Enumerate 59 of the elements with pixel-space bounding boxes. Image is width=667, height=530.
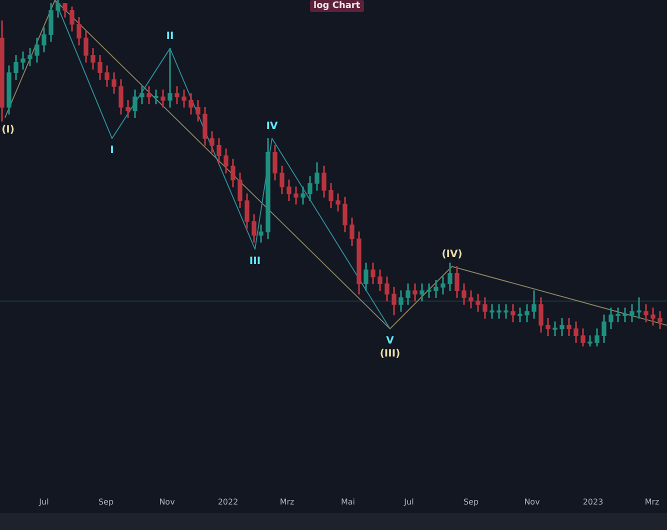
candlestick xyxy=(28,48,32,66)
candlestick xyxy=(300,186,306,205)
candlestick xyxy=(258,224,264,243)
candlestick xyxy=(524,304,530,322)
x-tick-label: Nov xyxy=(524,497,540,506)
candlestick xyxy=(440,276,446,294)
candlestick xyxy=(510,304,516,322)
candlestick xyxy=(168,48,172,108)
annotation: III xyxy=(249,256,261,267)
x-tick-label: 2023 xyxy=(582,497,604,506)
candlestick xyxy=(154,90,158,104)
candlestick xyxy=(622,308,628,322)
candlestick xyxy=(644,304,648,322)
candlestick xyxy=(174,86,180,104)
annotation: (III) xyxy=(380,348,400,360)
candlestick xyxy=(476,294,480,312)
candlestick xyxy=(518,308,522,322)
x-tick-label: Mrz xyxy=(644,497,660,506)
x-tick-label: Mai xyxy=(340,497,356,506)
candlestick xyxy=(630,304,634,322)
candlestick xyxy=(546,318,550,336)
candlestick xyxy=(412,283,418,302)
candlestick xyxy=(490,304,494,319)
candlestick xyxy=(504,304,508,319)
candlestick xyxy=(496,304,502,319)
candlestick xyxy=(588,335,592,346)
x-tick-label: Sep xyxy=(98,497,114,506)
candlestick xyxy=(126,100,130,118)
x-tick-label: Sep xyxy=(463,497,479,506)
candlestick xyxy=(636,297,642,319)
candlestick xyxy=(566,318,572,336)
candlestick xyxy=(160,90,166,108)
candlestick xyxy=(420,283,424,302)
candlestick xyxy=(146,86,152,104)
candlestick xyxy=(560,318,564,336)
x-tick-label: Mrz xyxy=(280,497,294,506)
x-tick-label: Jul xyxy=(38,497,49,506)
candlestick xyxy=(140,86,144,104)
x-tick-label: Nov xyxy=(159,497,176,506)
candlestick xyxy=(182,90,186,108)
candlestick xyxy=(616,308,620,322)
candlestick xyxy=(658,311,662,330)
x-tick-label: 2022 xyxy=(218,497,238,506)
annotation: (IV) xyxy=(442,249,462,260)
annotation: I xyxy=(110,145,114,156)
annotation: (I) xyxy=(2,124,14,136)
annotation: II xyxy=(166,31,174,42)
candlestick xyxy=(552,322,558,336)
annotation: V xyxy=(386,335,394,346)
chart-title: log Chart xyxy=(310,0,364,12)
candlestick xyxy=(426,283,432,298)
candlestick xyxy=(434,280,438,298)
candlestick xyxy=(468,290,474,308)
candlestick xyxy=(294,186,298,205)
candlestick xyxy=(650,308,656,326)
candlestick xyxy=(336,193,340,212)
x-tick-label: Jul xyxy=(403,497,414,506)
candlestick xyxy=(20,52,26,70)
annotation: IV xyxy=(266,121,278,132)
